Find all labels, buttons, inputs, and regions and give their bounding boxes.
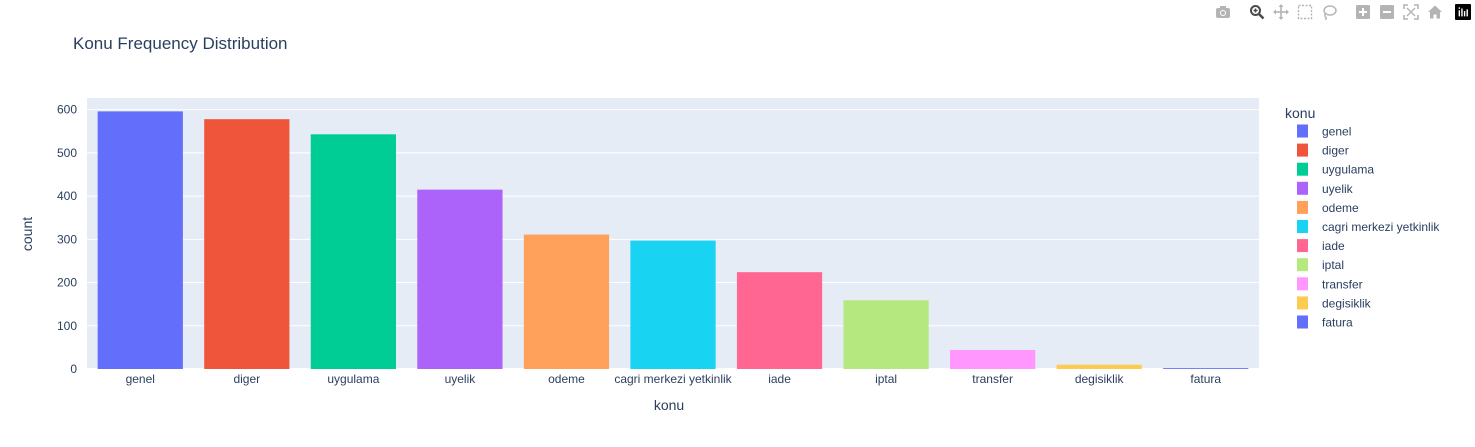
legend-swatch (1297, 239, 1308, 253)
legend-label: transfer (1322, 277, 1363, 291)
x-tick-label: degisiklik (1075, 372, 1125, 386)
y-tick-label: 0 (70, 362, 77, 376)
camera-icon[interactable] (1211, 2, 1235, 22)
reset-axes-icon[interactable] (1423, 2, 1447, 22)
legend-swatch (1297, 181, 1308, 195)
legend-item[interactable]: genel (1297, 124, 1351, 139)
lasso-select-icon[interactable] (1317, 2, 1341, 22)
legend-swatch (1297, 143, 1308, 157)
y-tick-label: 400 (57, 189, 77, 203)
legend-item[interactable]: cagri merkezi yetkinlik (1297, 220, 1440, 234)
legend-item[interactable]: uyelik (1297, 181, 1354, 196)
zoom-out-icon[interactable] (1375, 2, 1399, 22)
legend-label: uyelik (1322, 182, 1354, 196)
legend-label: diger (1322, 144, 1349, 158)
bar-transfer[interactable] (950, 349, 1036, 369)
legend-item[interactable]: transfer (1297, 277, 1363, 291)
bar-iade[interactable] (736, 272, 823, 369)
y-tick-label: 200 (57, 276, 77, 290)
legend-swatch (1297, 124, 1308, 138)
x-tick-label: uyelik (445, 372, 477, 386)
bar-iptal[interactable] (843, 300, 929, 369)
bar-odeme[interactable] (523, 234, 610, 369)
legend-item[interactable]: iade (1297, 239, 1345, 253)
legend-item[interactable]: diger (1297, 143, 1349, 158)
bars (97, 111, 1249, 370)
bar-fatura[interactable] (1163, 368, 1249, 369)
x-axis-label: konu (654, 397, 684, 413)
bar-diger[interactable] (204, 119, 290, 370)
x-axis-ticks: genel diger uygulama uyelik odeme cagri merke… (126, 372, 1222, 386)
legend-swatch (1297, 315, 1308, 329)
legend-item[interactable]: iptal (1297, 258, 1344, 272)
legend-swatch (1297, 258, 1308, 272)
x-tick-label: iade (768, 372, 791, 386)
legend: genel diger uygulama uyelik odeme cagri merke… (1297, 124, 1440, 330)
x-tick-label: iptal (875, 372, 897, 386)
legend-swatch (1297, 162, 1308, 176)
x-tick-label: fatura (1190, 372, 1221, 386)
legend-label: degisiklik (1322, 296, 1372, 310)
x-tick-label: genel (126, 372, 155, 386)
legend-swatch (1297, 296, 1308, 310)
bar-uygulama[interactable] (310, 134, 396, 369)
autoscale-icon[interactable] (1399, 2, 1423, 22)
y-tick-label: 600 (57, 103, 77, 117)
modebar-group-zoom (1351, 2, 1447, 22)
plotly-logo-icon[interactable] (1455, 4, 1471, 20)
x-tick-label: odeme (548, 372, 585, 386)
modebar-group-select (1245, 2, 1341, 22)
legend-label: fatura (1322, 316, 1353, 330)
x-tick-label: diger (233, 372, 260, 386)
legend-item[interactable]: odeme (1297, 200, 1359, 215)
bar-cagri-merkezi-yetkinlik[interactable] (630, 240, 716, 369)
modebar-group-download (1211, 2, 1235, 22)
bar-uyelik[interactable] (417, 189, 503, 369)
bar-genel[interactable] (97, 111, 183, 369)
legend-label: odeme (1322, 201, 1359, 215)
chart-title: Konu Frequency Distribution (73, 34, 288, 53)
x-tick-label: uygulama (327, 372, 379, 386)
legend-label: cagri merkezi yetkinlik (1322, 220, 1440, 234)
legend-title: konu (1285, 105, 1315, 121)
modebar (1201, 2, 1471, 22)
y-axis-label: count (19, 217, 35, 251)
y-tick-label: 300 (57, 232, 77, 246)
pan-icon[interactable] (1269, 2, 1293, 22)
legend-item[interactable]: degisiklik (1297, 296, 1372, 310)
bar-degisiklik[interactable] (1056, 364, 1142, 369)
legend-label: iptal (1322, 258, 1344, 272)
legend-swatch (1297, 200, 1308, 214)
box-select-icon[interactable] (1293, 2, 1317, 22)
legend-label: iade (1322, 239, 1345, 253)
y-axis-ticks: 0 100 200 300 400 500 600 (57, 103, 77, 376)
legend-swatch (1297, 220, 1308, 233)
x-tick-label: cagri merkezi yetkinlik (614, 372, 732, 386)
zoom-in-icon[interactable] (1351, 2, 1375, 22)
legend-label: uygulama (1322, 163, 1374, 177)
legend-item[interactable]: fatura (1297, 315, 1353, 330)
legend-item[interactable]: uygulama (1297, 162, 1374, 177)
zoom-icon[interactable] (1245, 2, 1269, 22)
x-tick-label: transfer (972, 372, 1013, 386)
legend-swatch (1297, 277, 1308, 291)
y-tick-label: 100 (57, 319, 77, 333)
y-tick-label: 500 (57, 146, 77, 160)
legend-label: genel (1322, 125, 1351, 139)
